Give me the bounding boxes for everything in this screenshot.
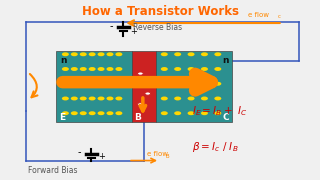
Circle shape: [174, 82, 181, 86]
Circle shape: [174, 67, 181, 71]
Circle shape: [214, 67, 221, 71]
Circle shape: [107, 67, 114, 71]
Circle shape: [80, 111, 87, 115]
Circle shape: [71, 111, 78, 115]
Text: $I_E = I_B + \ I_C$: $I_E = I_B + \ I_C$: [192, 105, 247, 118]
Circle shape: [214, 111, 221, 115]
Circle shape: [116, 96, 123, 100]
Circle shape: [201, 52, 208, 56]
Circle shape: [138, 103, 143, 106]
Text: n: n: [222, 56, 228, 65]
Circle shape: [107, 52, 114, 56]
Circle shape: [107, 82, 114, 86]
Circle shape: [188, 82, 195, 86]
Circle shape: [161, 82, 168, 86]
Circle shape: [98, 111, 105, 115]
Circle shape: [116, 52, 123, 56]
Circle shape: [116, 82, 123, 86]
Circle shape: [98, 67, 105, 71]
Circle shape: [188, 67, 195, 71]
Circle shape: [71, 96, 78, 100]
Circle shape: [201, 82, 208, 86]
Circle shape: [107, 111, 114, 115]
Circle shape: [62, 82, 69, 86]
Text: $\beta = I_c \ / \ I_B$: $\beta = I_c \ / \ I_B$: [192, 140, 238, 154]
Circle shape: [214, 96, 221, 100]
Bar: [156, 51, 232, 122]
Circle shape: [214, 82, 221, 86]
Text: E: E: [59, 113, 65, 122]
Circle shape: [138, 72, 143, 75]
Circle shape: [98, 82, 105, 86]
Circle shape: [71, 82, 78, 86]
Circle shape: [71, 67, 78, 71]
Text: -: -: [77, 148, 81, 158]
Text: -: -: [109, 22, 113, 32]
Text: How a Transistor Works: How a Transistor Works: [82, 5, 238, 18]
Circle shape: [89, 111, 96, 115]
Circle shape: [98, 96, 105, 100]
Circle shape: [201, 96, 208, 100]
Text: B: B: [166, 154, 169, 159]
Text: n: n: [60, 56, 67, 65]
Text: B: B: [134, 113, 141, 122]
Text: C: C: [223, 113, 229, 122]
Circle shape: [188, 52, 195, 56]
Circle shape: [145, 92, 151, 95]
Circle shape: [214, 52, 221, 56]
Bar: [56, 51, 132, 122]
Circle shape: [89, 67, 96, 71]
Circle shape: [161, 52, 168, 56]
Circle shape: [89, 52, 96, 56]
Text: +: +: [130, 28, 137, 37]
Circle shape: [80, 67, 87, 71]
Circle shape: [62, 67, 69, 71]
Circle shape: [80, 52, 87, 56]
Circle shape: [116, 111, 123, 115]
Text: Forward Bias: Forward Bias: [28, 166, 77, 175]
Text: e flow: e flow: [248, 12, 268, 18]
Circle shape: [62, 96, 69, 100]
Circle shape: [174, 96, 181, 100]
Circle shape: [116, 67, 123, 71]
Circle shape: [188, 96, 195, 100]
Circle shape: [80, 82, 87, 86]
Text: +: +: [98, 152, 105, 161]
Circle shape: [80, 96, 87, 100]
Circle shape: [201, 67, 208, 71]
Circle shape: [71, 52, 78, 56]
Circle shape: [98, 52, 105, 56]
Circle shape: [62, 111, 69, 115]
Circle shape: [161, 96, 168, 100]
Circle shape: [174, 52, 181, 56]
Circle shape: [89, 96, 96, 100]
Text: c: c: [278, 14, 281, 19]
Circle shape: [107, 96, 114, 100]
Circle shape: [188, 111, 195, 115]
Circle shape: [201, 111, 208, 115]
Bar: [132, 51, 156, 122]
Text: Reverse Bias: Reverse Bias: [133, 23, 182, 32]
Circle shape: [161, 67, 168, 71]
Circle shape: [62, 52, 69, 56]
Circle shape: [174, 111, 181, 115]
Circle shape: [161, 111, 168, 115]
Text: e flow: e flow: [147, 151, 168, 157]
Circle shape: [89, 82, 96, 86]
